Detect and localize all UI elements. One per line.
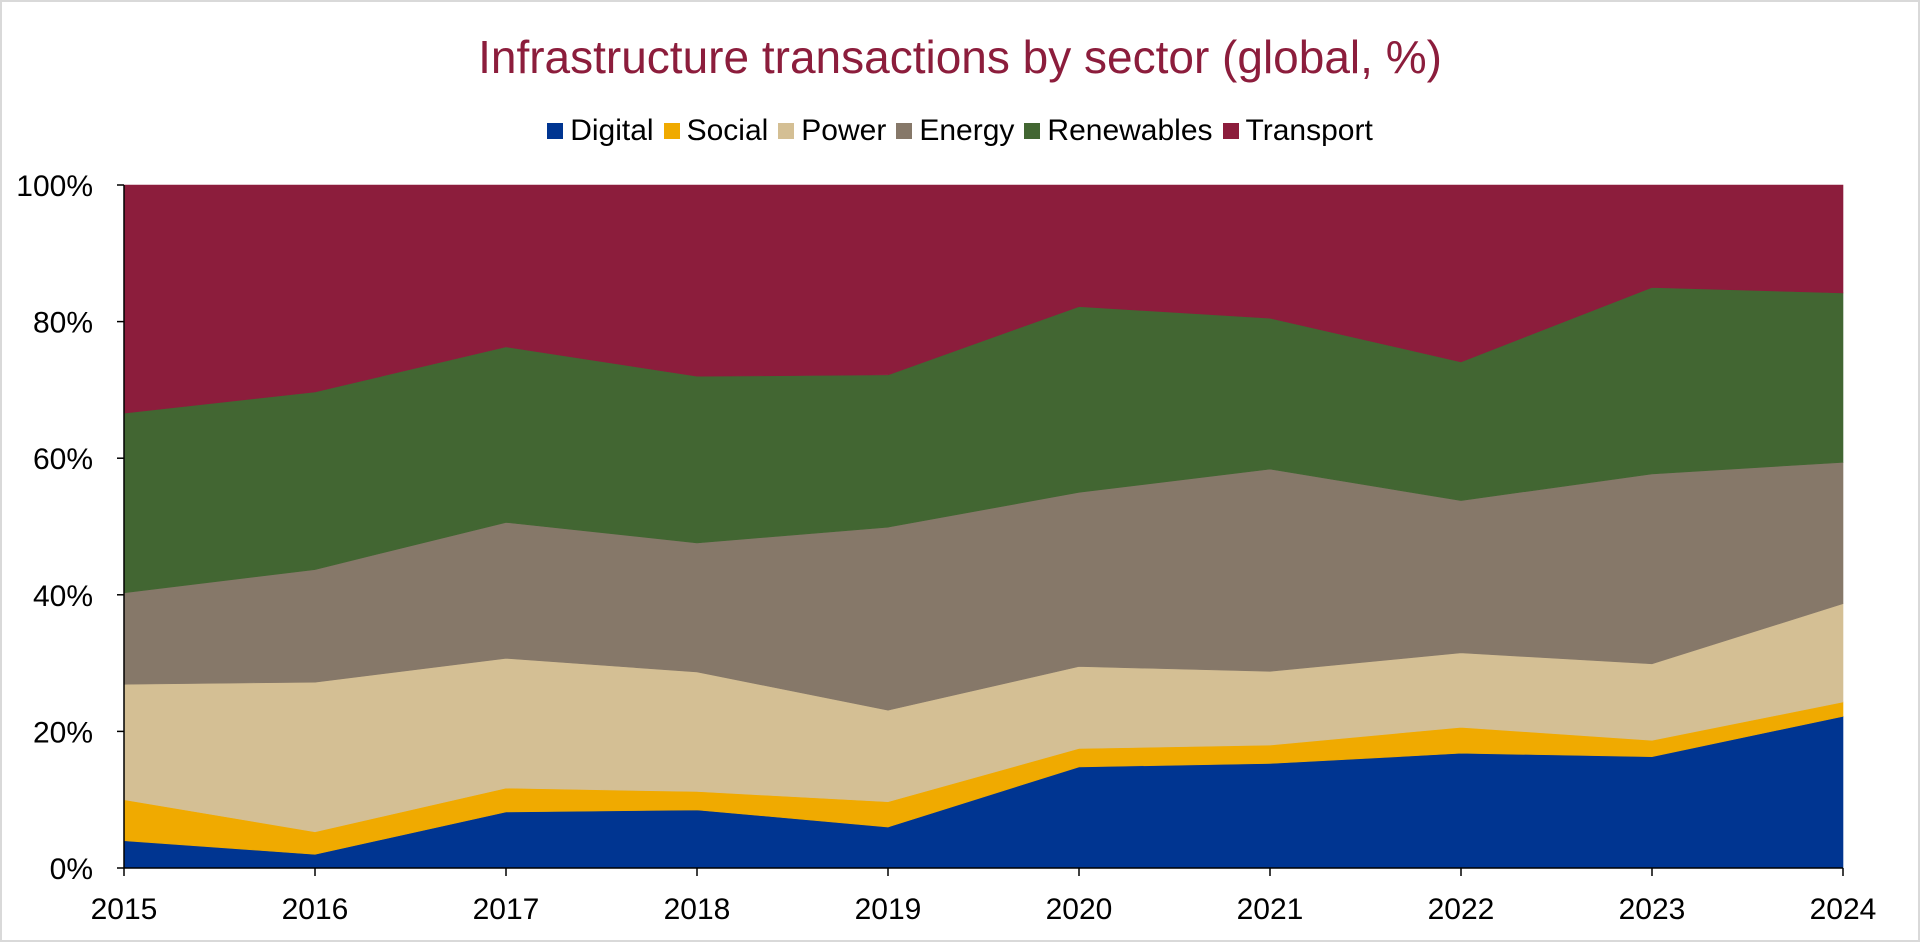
- x-tick-label: 2021: [1237, 893, 1304, 926]
- legend-item-renewables: Renewables: [1024, 114, 1213, 148]
- x-tick-label: 2018: [664, 893, 731, 926]
- legend-label: Digital: [570, 114, 654, 147]
- legend-label: Social: [686, 114, 769, 147]
- x-tick-label: 2023: [1619, 893, 1686, 926]
- y-tick-label: 60%: [33, 443, 93, 476]
- legend-swatch: [663, 123, 680, 139]
- y-tick-label: 80%: [33, 307, 93, 340]
- legend-swatch: [547, 123, 564, 139]
- x-tick-label: 2020: [1046, 893, 1113, 926]
- area-transport: [123, 184, 1844, 414]
- area-layer: [123, 184, 1844, 869]
- chart-title: Infrastructure transactions by sector (g…: [478, 31, 1442, 83]
- legend-item-energy: Energy: [896, 114, 1014, 148]
- legend-swatch: [1024, 123, 1041, 139]
- legend-label: Power: [801, 114, 887, 147]
- legend-swatch: [1222, 123, 1239, 139]
- legend-item-transport: Transport: [1222, 114, 1373, 148]
- legend-item-power: Power: [778, 114, 886, 148]
- axes-layer: 0% 20% 40% 60% 80% 100% 2015 2016 2017 2018 2019 20…: [16, 170, 1876, 926]
- legend: Digital Social Power Energy Renewables Transp…: [0, 114, 1920, 148]
- x-tick-label: 2016: [282, 893, 349, 926]
- y-tick-label: 40%: [33, 580, 93, 613]
- x-tick-label: 2015: [91, 893, 158, 926]
- legend-label: Renewables: [1047, 114, 1213, 147]
- legend-swatch: [778, 123, 795, 139]
- x-tick-label: 2019: [855, 893, 922, 926]
- legend-swatch: [896, 123, 913, 139]
- legend-label: Transport: [1245, 114, 1373, 147]
- y-tick-label: 0%: [50, 853, 93, 886]
- x-tick-label: 2024: [1810, 893, 1877, 926]
- legend-item-social: Social: [663, 114, 769, 148]
- y-tick-label: 20%: [33, 716, 93, 749]
- legend-item-digital: Digital: [547, 114, 654, 148]
- x-tick-label: 2022: [1428, 893, 1495, 926]
- legend-label: Energy: [919, 114, 1015, 147]
- x-tick-label: 2017: [473, 893, 540, 926]
- y-tick-label: 100%: [16, 170, 93, 203]
